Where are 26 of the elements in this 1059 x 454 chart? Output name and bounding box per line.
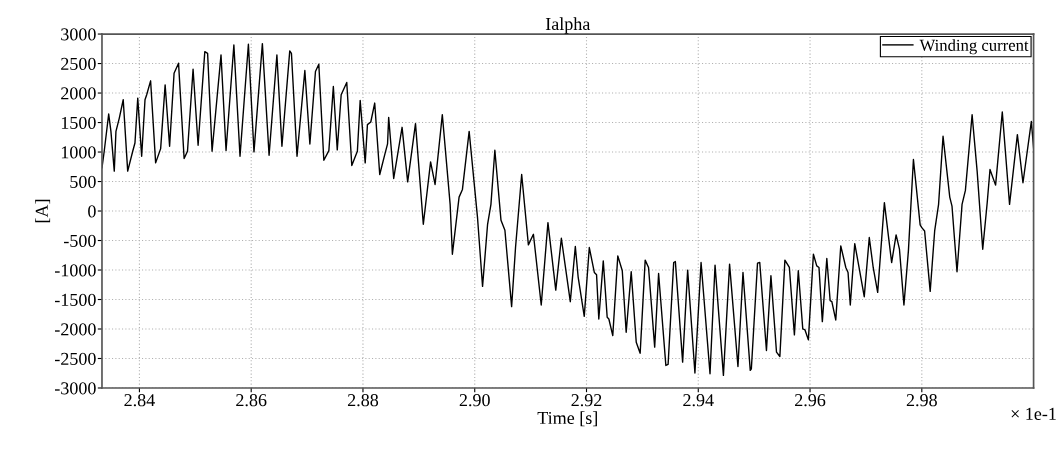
x-tick-label: 2.96 [795, 394, 826, 407]
y-tick-label: -1000 [54, 264, 96, 277]
x-tick-label: 2.88 [347, 394, 379, 407]
x-tick-label: 2.92 [571, 394, 602, 407]
x-tick-label: 2.98 [906, 394, 937, 407]
y-tick-label: 0 [88, 205, 96, 218]
x-tick-label: 2.84 [124, 394, 155, 407]
y-tick-label: 3000 [61, 28, 96, 41]
y-tick-label: -3000 [54, 382, 96, 395]
y-tick-label: -1500 [54, 293, 96, 306]
y-tick-label: -2000 [54, 323, 96, 336]
x-tick-label: 2.94 [683, 394, 714, 407]
y-tick-label: -2500 [54, 352, 96, 365]
y-tick-label: 1000 [61, 146, 96, 159]
y-tick-label: -500 [64, 234, 96, 247]
x-tick-label: 2.86 [236, 394, 267, 407]
y-tick-label: 500 [70, 175, 96, 188]
x-axis-title: Time [s] [537, 411, 597, 427]
y-tick-label: 2000 [61, 87, 96, 100]
y-axis-title: [A] [35, 199, 51, 223]
legend-label: Winding current [919, 39, 1029, 55]
text: × 1e-1 [1011, 407, 1056, 420]
chart-title: Ialpha [545, 17, 591, 34]
y-tick-label: 2500 [61, 57, 96, 70]
y-tick-label: 1500 [61, 116, 96, 129]
x-tick-label: 2.90 [459, 394, 490, 407]
